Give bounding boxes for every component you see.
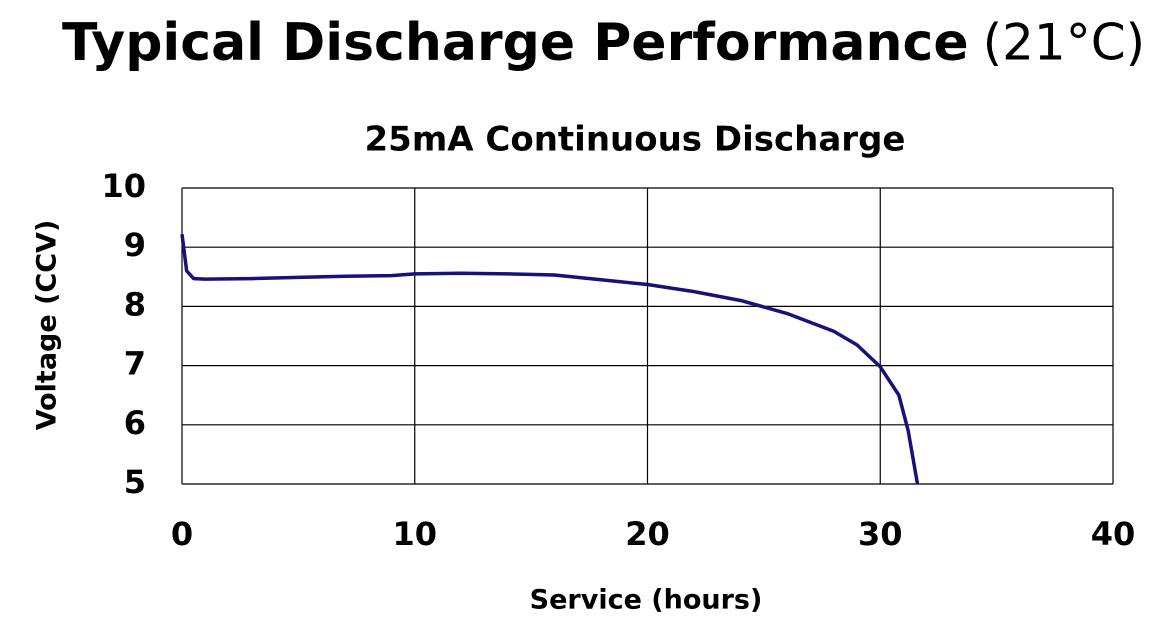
x-tick-label: 10 (392, 515, 437, 553)
x-tick-label: 40 (1091, 515, 1136, 553)
title-condition: (21°C) (983, 14, 1146, 72)
y-tick-label: 9 (124, 226, 146, 264)
x-axis-label: Service (hours) (530, 585, 763, 616)
x-tick-label: 0 (171, 515, 193, 553)
y-tick-label: 5 (124, 463, 146, 501)
y-tick-label: 7 (124, 345, 146, 383)
chart-title: Typical Discharge Performance (62, 13, 969, 73)
y-axis-label: Voltage (CCV) (32, 220, 63, 431)
data-line (180, 233, 920, 485)
x-tick-label: 20 (625, 515, 670, 553)
chart-subtitle: 25mA Continuous Discharge (365, 120, 906, 160)
y-tick-label: 10 (101, 167, 146, 205)
x-tick-label: 30 (858, 515, 903, 553)
y-tick-label: 6 (124, 404, 146, 442)
y-tick-label: 8 (124, 285, 146, 323)
